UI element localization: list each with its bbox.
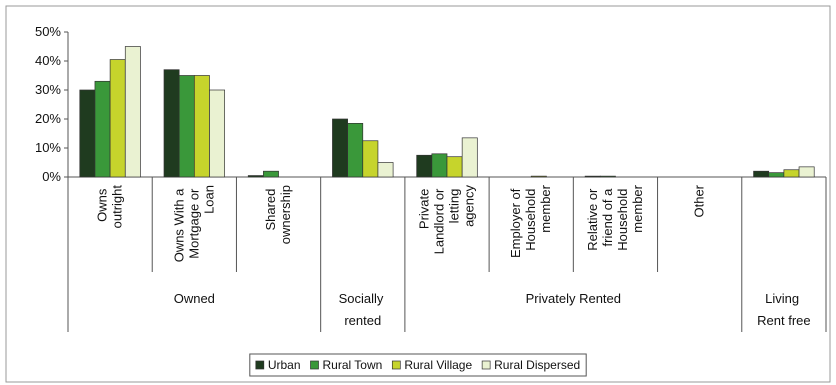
bar [798, 166, 815, 178]
bar [416, 154, 433, 178]
bar [332, 118, 348, 178]
x-tick-label: Owns With a Mortgage or Loan [171, 185, 216, 262]
bar [79, 89, 96, 178]
bar [783, 169, 800, 178]
bar [753, 170, 770, 178]
bar [263, 170, 279, 178]
bar [209, 89, 226, 178]
group-label: Privately Rented [526, 291, 621, 306]
bar [163, 69, 180, 178]
legend-label: Rural Dispersed [494, 358, 580, 372]
bar [599, 175, 616, 178]
y-tick-label: 10% [35, 140, 61, 155]
bar [446, 156, 463, 178]
bar [768, 172, 785, 178]
y-tick-label: 50% [35, 24, 61, 39]
y-tick-label: 40% [35, 53, 61, 68]
bar [431, 153, 448, 178]
group-label: Socially rented [339, 291, 387, 328]
legend-swatch [255, 360, 265, 370]
bar [94, 80, 111, 178]
x-tick-label: Private Landlord or letting agency [417, 185, 477, 255]
bar [377, 162, 394, 178]
x-tick-label: Shared ownership [263, 185, 293, 244]
chart-border [5, 5, 831, 383]
group-label: Living Rent free [757, 291, 810, 328]
bar [124, 46, 141, 178]
legend-label: Rural Village [404, 358, 472, 372]
x-tick-label: Other [692, 184, 707, 217]
x-tick-label: Employer of Household member [508, 184, 553, 258]
y-tick-label: 0% [42, 169, 61, 184]
group-label: Owned [174, 291, 215, 306]
bar [362, 140, 379, 178]
legend-swatch [481, 360, 491, 370]
bar [109, 59, 126, 178]
y-tick-label: 20% [35, 111, 61, 126]
bar [193, 75, 210, 178]
legend-box [249, 353, 587, 377]
legend-swatch [310, 360, 319, 370]
x-tick-label: Owns outright [95, 185, 125, 229]
bar [530, 175, 547, 178]
legend-label: Urban [268, 358, 301, 372]
bar [584, 175, 601, 178]
x-tick-label: Relative or friend of a Household member [585, 184, 645, 250]
legend: Urban Rural Town Rural Village Rural Disper… [255, 358, 580, 372]
legend-swatch [391, 360, 401, 370]
bar [347, 122, 364, 178]
bar [461, 137, 478, 178]
bar [178, 75, 195, 178]
legend-label: Rural Town [323, 358, 383, 372]
y-tick-label: 30% [35, 82, 61, 97]
bar [247, 175, 264, 178]
